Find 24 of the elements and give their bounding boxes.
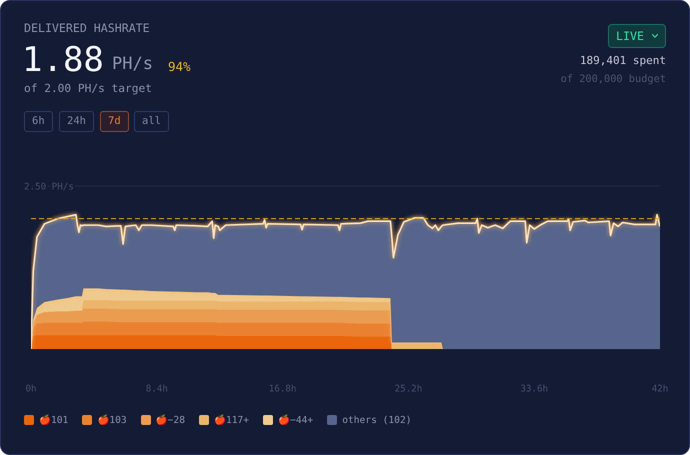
text: LIVE xyxy=(616,29,644,43)
legend-label: 🍎−44+ xyxy=(278,414,314,426)
text: 6h xyxy=(24,111,53,132)
x-tick-label: 33.6h xyxy=(520,383,548,394)
x-tick-label: 42h xyxy=(652,383,668,394)
x-tick-label: 8.4h xyxy=(146,383,168,394)
x-tick-label: 16.8h xyxy=(268,383,296,394)
chart-title: DELIVERED HASHRATE xyxy=(24,21,150,35)
text: PH/s xyxy=(112,54,153,74)
text: all xyxy=(134,111,169,132)
text: 189,401 spent xyxy=(580,54,666,67)
text: of 200,000 budget xyxy=(560,73,666,85)
text: 7d xyxy=(100,111,129,132)
text: 24h xyxy=(59,111,94,132)
legend-label: others (102) xyxy=(342,414,412,426)
legend-label: 🍎−28 xyxy=(156,414,185,426)
legend-label: 🍎103 xyxy=(97,414,127,426)
text: of 2.00 PH/s target xyxy=(24,82,152,95)
legend-label: 🍎117+ xyxy=(214,414,250,426)
x-tick-label: 0h xyxy=(25,383,37,394)
x-tick-label: 25.2h xyxy=(394,383,422,394)
text: 1.88 xyxy=(22,40,104,80)
legend-label: 🍎101 xyxy=(39,414,68,426)
text: 94% xyxy=(168,59,191,74)
